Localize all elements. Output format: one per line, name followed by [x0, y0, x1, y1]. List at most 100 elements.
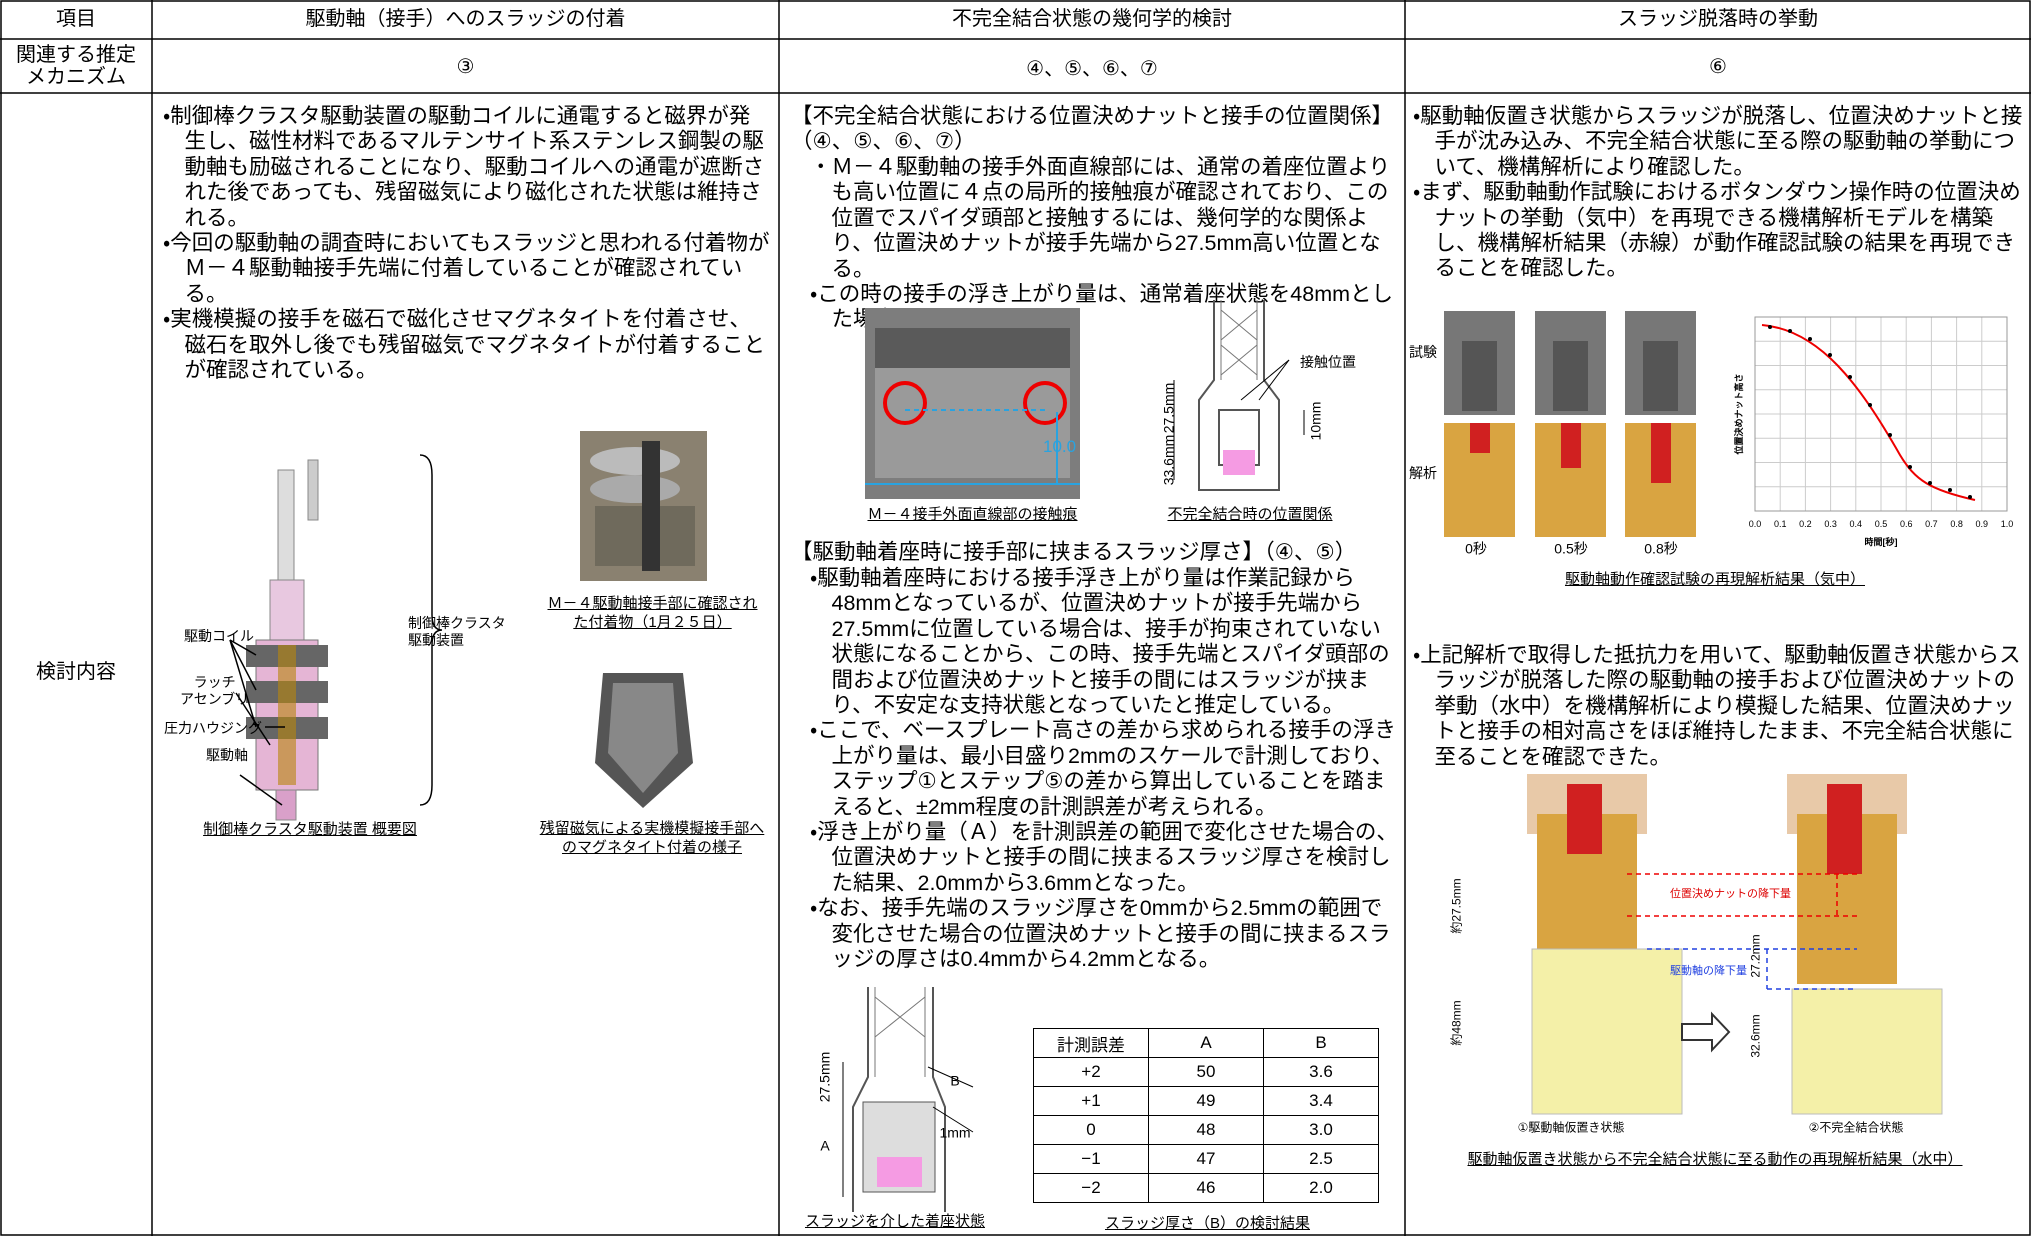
- x-tick-label: 0.8: [1950, 519, 1963, 529]
- figure-label: ラッチ アセンブリ: [180, 674, 250, 707]
- row-label: 関連する推定 メカニズム: [16, 44, 136, 88]
- photo: [583, 663, 706, 813]
- table-row: +1 49 3.4: [1033, 1086, 1379, 1116]
- table-row: 0 48 3.0: [1033, 1115, 1379, 1145]
- x-tick-label: 0.6: [1900, 519, 1913, 529]
- table-cell: −2: [1033, 1173, 1149, 1203]
- table-row: +2 50 3.6: [1033, 1057, 1379, 1087]
- crdm-diagram: [229, 454, 443, 821]
- figure-label: 解析: [1409, 465, 1437, 481]
- figure-caption: 駆動軸仮置き状態から不完全結合状態に至る動作の再現解析結果（水中）: [1467, 1151, 1963, 1168]
- bullet-list: ・駆動軸仮置き状態からスラッジが脱落し、位置決めナットと接手が沈み込み、不完全結…: [1413, 104, 2025, 282]
- table-cell: 48: [1148, 1115, 1264, 1145]
- table-header-cell: B: [1263, 1028, 1379, 1058]
- x-tick-label: 0.2: [1799, 519, 1812, 529]
- figure-label: 1mm: [939, 1124, 971, 1141]
- x-tick-label: 0.1: [1774, 519, 1787, 529]
- table-cell: 3.4: [1263, 1086, 1379, 1116]
- figure-label: ①駆動軸仮置き状態: [1517, 1120, 1625, 1135]
- table-cell: 47: [1148, 1144, 1264, 1174]
- figure-label: B: [950, 1072, 960, 1089]
- x-tick-label: 0.3: [1824, 519, 1837, 529]
- figure-label: 接触位置: [1300, 354, 1356, 370]
- figure-caption: 制御棒クラスタ駆動装置 概要図: [203, 821, 417, 838]
- table-cell: −1: [1033, 1144, 1149, 1174]
- table-cell: +2: [1033, 1057, 1149, 1087]
- figure-label: 27.2mm: [1748, 934, 1763, 978]
- table-cell: 49: [1148, 1086, 1264, 1116]
- figure-caption: 駆動軸動作確認試験の再現解析結果（気中）: [1564, 571, 1865, 588]
- figure-label: 0.8秒: [1644, 540, 1678, 557]
- figure-caption: Ｍ－４接手外面直線部の接触痕: [867, 506, 1078, 523]
- bullet: ・ここで、ベースプレート高さの差から求められる接手の浮き上がり量は、最小目盛り2…: [810, 718, 1396, 819]
- figure-label: 約48mm: [1449, 1000, 1464, 1046]
- bullet-list: ・上記解析で取得した抵抗力を用いて、駆動軸仮置き状態からスラッジが脱落した際の駆…: [1413, 643, 2025, 770]
- bullet: ・まず、駆動軸動作試験におけるボタンダウン操作時の位置決めナットの挙動（気中）を…: [1413, 180, 2021, 281]
- bullet: ・駆動軸仮置き状態からスラッジが脱落し、位置決めナットと接手が沈み込み、不完全結…: [1413, 104, 2023, 179]
- bullet: ・浮き上がり量（Ａ）を計測誤差の範囲で変化させた場合の、位置決めナットと接手の間…: [810, 820, 1398, 895]
- figure-label: 試験: [1409, 344, 1437, 360]
- figure-label: 駆動軸: [206, 747, 248, 763]
- photo: [865, 308, 1080, 499]
- mechanism-cell: ④、⑤、⑥、⑦: [1026, 57, 1158, 80]
- figure-label: 制御棒クラスタ 駆動装置: [408, 615, 506, 648]
- figure-label: ②不完全結合状態: [1808, 1120, 1904, 1135]
- diagram: [842, 987, 974, 1212]
- diagram: [1173, 300, 1305, 491]
- figure-label: 0秒: [1465, 540, 1487, 557]
- table-header-cell: A: [1148, 1028, 1264, 1058]
- figure-label: 10.0: [1043, 437, 1077, 456]
- table-header-cell: 計測誤差: [1033, 1028, 1149, 1058]
- mechanism-cell: ③: [456, 55, 475, 78]
- header-cell: スラッジ脱落時の挙動: [1618, 8, 1818, 30]
- header-cell: 不完全結合状態の幾何学的検討: [952, 8, 1232, 30]
- section-heading: 【駆動軸着座時に接手部に挟まるスラッジ厚さ】（④、⑤）: [791, 540, 1357, 564]
- bullet: ・なお、接手先端のスラッジ厚さを0mmから2.5mmの範囲で変化させた場合の位置…: [810, 896, 1391, 972]
- table-cell: 3.6: [1263, 1057, 1379, 1087]
- figure-label: 圧力ハウジング: [164, 720, 262, 736]
- result-table: 計測誤差 A B +2 50 3.6 +1 49 3.4 0 48 3.0 −1 47 2.5 −2 46 2.0: [1033, 1028, 1379, 1203]
- header-cell: 項目: [56, 8, 96, 30]
- figure-label: 0.5秒: [1554, 540, 1588, 557]
- table-row: −1 47 2.5: [1033, 1144, 1379, 1174]
- figure-label: A: [820, 1137, 830, 1154]
- figure-label: 27.5mm: [816, 1051, 833, 1103]
- table-row: −2 46 2.0: [1033, 1173, 1379, 1203]
- chart: 位置決めナット高さ 時間[秒] 0.0 0.1 0.2 0.3 0.4 0.5 0.6 0.7…: [1733, 316, 2013, 547]
- bullet: ・駆動軸着座時における接手浮き上がり量は作業記録から48mmとなっているが、位置…: [810, 566, 1390, 718]
- table-cell: 3.0: [1263, 1115, 1379, 1145]
- bullet-list: ・制御棒クラスタ駆動装置の駆動コイルに通電すると磁界が発生し、磁性材料であるマル…: [163, 104, 771, 383]
- row-label: 検討内容: [36, 661, 116, 683]
- table-cell: 2.5: [1263, 1144, 1379, 1174]
- figure-caption: Ｍ－４駆動軸接手部に確認された付着物（1月２５日）: [547, 595, 758, 631]
- figure-label: 約27.5mm: [1449, 878, 1464, 934]
- result-table-wrap: 計測誤差 A B +2 50 3.6 +1 49 3.4 0 48 3.0 −1 47 2.5 −2 46 2.0: [1033, 1028, 1379, 1203]
- x-tick-label: 0.0: [1749, 519, 1762, 529]
- bullet: ・Ｍ－４駆動軸の接手外面直線部には、通常の着座位置よりも高い位置に４点の局所的接…: [810, 155, 1391, 281]
- chart-x-label: 時間[秒]: [1865, 536, 1898, 547]
- table-cell: 50: [1148, 1057, 1264, 1087]
- figure-label: 10mm: [1307, 401, 1324, 441]
- bullet: ・上記解析で取得した抵抗力を用いて、駆動軸仮置き状態からスラッジが脱落した際の駆…: [1413, 643, 2021, 769]
- photo-grid: [1444, 311, 1696, 537]
- figure-caption: スラッジを介した着座状態: [804, 1213, 985, 1230]
- chart-y-label: 位置決めナット高さ: [1733, 373, 1744, 455]
- bullet-list: ・駆動軸着座時における接手浮き上がり量は作業記録から48mmとなっているが、位置…: [810, 566, 1400, 973]
- table-cell: 0: [1033, 1115, 1149, 1145]
- x-tick-label: 0.5: [1875, 519, 1888, 529]
- bullet: ・制御棒クラスタ駆動装置の駆動コイルに通電すると磁界が発生し、磁性材料であるマル…: [163, 104, 765, 230]
- photo: [580, 431, 707, 581]
- table-cell: 2.0: [1263, 1173, 1379, 1203]
- figure-label: 駆動軸の降下量: [1670, 965, 1747, 977]
- figure-label: 33.6mm: [1160, 434, 1177, 486]
- figure-label: 駆動コイル: [184, 628, 254, 644]
- analysis-figure: [1527, 774, 1943, 1115]
- x-tick-label: 0.4: [1850, 519, 1863, 529]
- x-tick-label: 0.7: [1925, 519, 1938, 529]
- bullet: ・実機模擬の接手を磁石で磁化させマグネタイトを付着させ、磁石を取外し後でも残留磁…: [163, 307, 766, 383]
- bullet: ・今回の駆動軸の調査時においてもスラッジと思われる付着物がＭ－４駆動軸接手先端に…: [163, 231, 770, 306]
- figure-caption: 残留磁気による実機模擬接手部へのマグネタイト付着の様子: [539, 820, 765, 856]
